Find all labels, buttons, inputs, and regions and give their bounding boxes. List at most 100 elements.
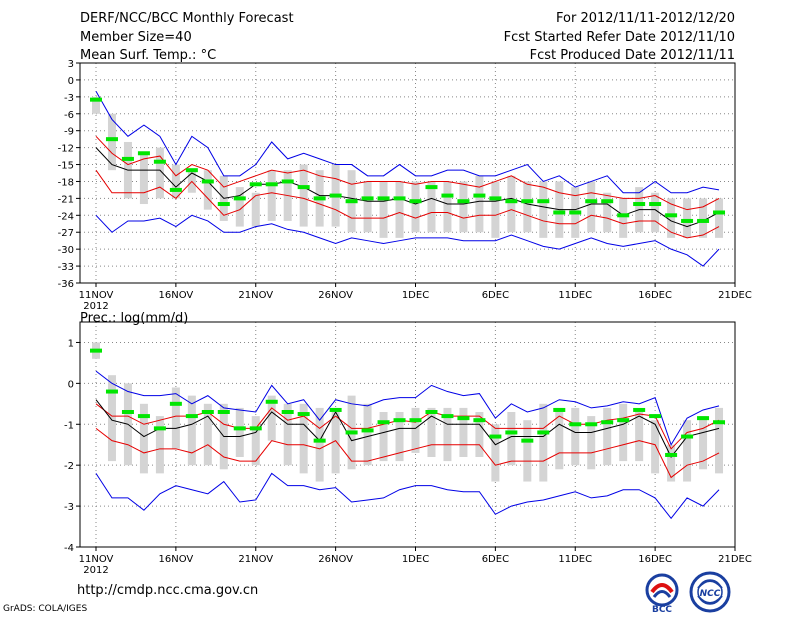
prec-range-box: [651, 420, 660, 474]
prec-range-box: [619, 403, 628, 462]
prec-range-box: [459, 407, 468, 457]
prec-ensemble-mean-marker: [281, 410, 294, 414]
temp-y-tick-label: -24: [58, 211, 74, 222]
temp-mean-line: [95, 147, 720, 228]
prec-range-box: [539, 403, 548, 482]
prec-range-box: [315, 407, 324, 482]
temp-x-tick-label: 16DEC: [638, 290, 672, 301]
temp-range-box: [491, 181, 500, 238]
prec-ensemble-mean-marker: [153, 426, 166, 431]
prec-range-box: [267, 395, 276, 441]
prec-range-box: [603, 407, 612, 466]
temp-range-box: [459, 181, 468, 233]
temp-ensemble-mean-marker: [233, 196, 246, 201]
temp-ensemble-mean-marker: [505, 199, 518, 204]
temp-ensemble-mean-marker: [681, 218, 694, 223]
temp-range-box: [715, 198, 724, 238]
prec-ensemble-mean-marker: [505, 430, 518, 435]
prec-x-tick-label: 11DEC: [558, 554, 592, 565]
temp-x-tick-label: 26NOV: [318, 290, 353, 301]
temp-ensemble-mean-marker: [105, 137, 118, 142]
temp-ensemble-mean-marker: [457, 199, 470, 204]
prec-range-box: [395, 412, 404, 462]
prec-ensemble-mean-marker: [521, 438, 534, 443]
prec-range-box: [379, 412, 388, 462]
temp-range-box: [699, 198, 708, 238]
temp-ensemble-mean-marker: [137, 151, 150, 156]
temp-range-box: [603, 192, 612, 233]
prec-x-tick-label: 1DEC: [402, 554, 429, 565]
temp-y-tick-label: -15: [58, 161, 74, 172]
prec-ensemble-mean-marker: [553, 407, 566, 412]
prec-ensemble-mean-marker: [201, 410, 214, 414]
prec-ensemble-mean-marker: [233, 426, 246, 431]
temp-ensemble-mean-marker: [441, 193, 454, 198]
temp-range-box: [667, 198, 676, 238]
prec-range-box: [443, 407, 452, 462]
temp-range-box: [539, 181, 548, 238]
prec-x-tick-label: 6DEC: [482, 554, 509, 565]
temp-ensemble-mean-marker: [489, 196, 502, 201]
prec-range-box: [171, 387, 180, 449]
temp-ensemble-mean-marker: [425, 185, 438, 190]
prec-range-box: [635, 412, 644, 462]
temp-range-box: [267, 170, 276, 221]
prec-range-box: [107, 375, 116, 462]
footer-url[interactable]: http://cmdp.ncc.cma.gov.cn: [77, 583, 259, 598]
temp-x-tick-label: 21NOV: [238, 290, 273, 301]
temp-range-box: [443, 181, 452, 233]
temp-x-tick-label: 6DEC: [482, 290, 509, 301]
prec-ensemble-mean-marker: [121, 410, 134, 414]
temp-ensemble-mean-marker: [361, 196, 374, 201]
prec-ensemble-mean-marker: [457, 416, 470, 421]
prec-y-tick-label: 1: [68, 338, 74, 349]
prec-ensemble-mean-marker: [473, 418, 486, 423]
temp-ensemble-mean-marker: [521, 199, 534, 204]
prec-ensemble-mean-marker: [425, 410, 438, 414]
temp-ensemble-mean-marker: [649, 202, 662, 207]
temp-ensemble-mean-marker: [249, 182, 262, 187]
forecast-period: For 2012/11/11-2012/12/20: [556, 11, 735, 26]
prec-range-box: [475, 412, 484, 457]
temp-range-box: [155, 147, 164, 199]
prec-ensemble-mean-marker: [617, 418, 630, 423]
prec-range-box: [571, 407, 580, 466]
temp-ensemble-mean-marker: [153, 159, 166, 164]
temp-ensemble-mean-marker: [313, 196, 326, 201]
prec-range-box: [187, 395, 196, 466]
forecast-start-date: Fcst Started Refer Date 2012/11/10: [503, 30, 735, 45]
temp-range-box: [363, 181, 372, 233]
temp-range-box: [619, 198, 628, 238]
temp-ensemble-mean-marker: [217, 202, 230, 207]
temp-lower-line: [95, 169, 720, 239]
temp-ensemble-mean-marker: [185, 168, 198, 173]
prec-ensemble-mean-marker: [441, 414, 454, 419]
prec-ensemble-mean-marker: [569, 422, 582, 427]
temp-range-box: [475, 175, 484, 233]
bcc-logo: BCC: [645, 573, 679, 614]
prec-max-line: [95, 370, 720, 446]
prec-range-box: [523, 420, 532, 482]
temp-y-tick-label: 3: [68, 59, 74, 70]
temp-ensemble-mean-marker: [377, 196, 390, 201]
prec-x-tick-label: 11NOV: [79, 554, 114, 565]
prec-ensemble-mean-marker: [265, 399, 278, 404]
temp-range-box: [683, 198, 692, 238]
temp-x-tick-label: 11NOV: [79, 290, 114, 301]
temp-range-box: [427, 181, 436, 233]
prec-y-tick-label: -2: [64, 461, 74, 472]
prec-y-tick-label: -1: [64, 420, 74, 431]
prec-ensemble-mean-marker: [537, 430, 550, 435]
temp-range-box: [299, 164, 308, 227]
temp-max-line: [95, 90, 720, 194]
prec-ensemble-mean-marker: [169, 401, 182, 406]
temp-panel-title: Mean Surf. Temp.: °C: [80, 48, 217, 63]
temp-y-tick-label: -3: [64, 93, 74, 104]
temp-y-tick-label: -30: [58, 245, 74, 256]
temp-y-tick-label: -9: [64, 127, 74, 138]
temp-plot-frame: [79, 62, 736, 284]
prec-ensemble-mean-marker: [585, 422, 598, 427]
temp-ensemble-mean-marker: [713, 210, 726, 215]
prec-y-tick-label: -4: [64, 543, 74, 554]
